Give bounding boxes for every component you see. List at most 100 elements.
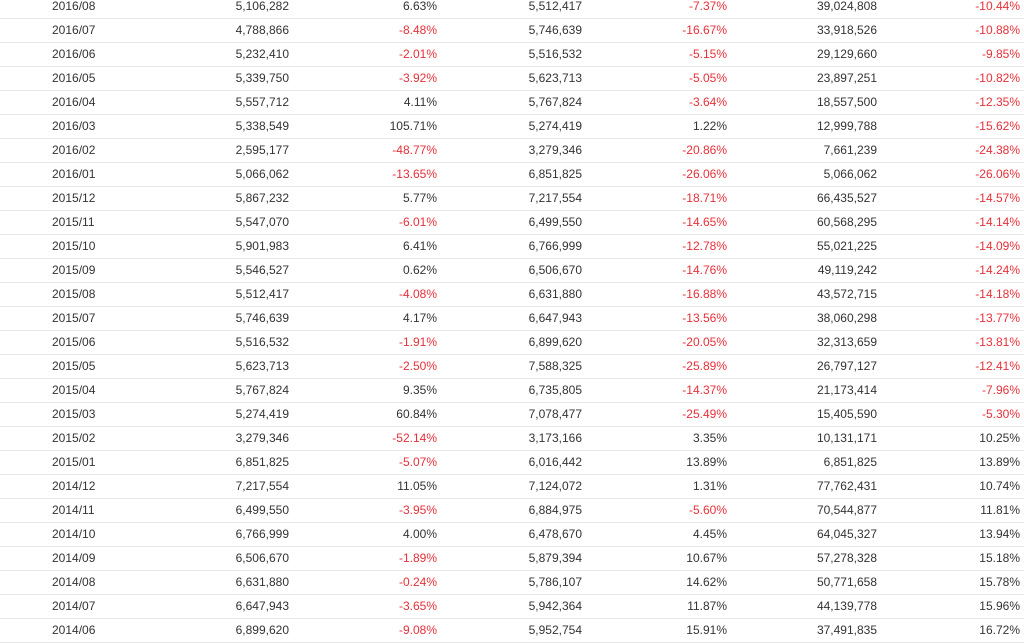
cumulative-value-cell: 39,024,808 <box>729 0 877 19</box>
value-cell: 6,499,550 <box>150 498 292 523</box>
cumulative-change-cell: 10.74% <box>877 474 1024 499</box>
month-cell: 2016/08 <box>0 0 150 19</box>
month-cell: 2014/06 <box>0 618 150 643</box>
cumulative-change-cell: 15.18% <box>877 546 1024 571</box>
yoy-change-cell: -5.05% <box>582 66 729 91</box>
cumulative-value-cell: 38,060,298 <box>729 306 877 331</box>
change-cell: 60.84% <box>292 402 441 427</box>
cumulative-change-cell: -13.81% <box>877 330 1024 355</box>
month-cell: 2015/03 <box>0 402 150 427</box>
month-cell: 2015/12 <box>0 186 150 211</box>
table-row: 2016/07 4,788,866 -8.48% 5,746,639 -16.67% 33… <box>0 18 1024 43</box>
cumulative-change-cell: -15.62% <box>877 114 1024 139</box>
value-cell: 5,232,410 <box>150 42 292 67</box>
change-cell: -8.48% <box>292 18 441 43</box>
cumulative-value-cell: 21,173,414 <box>729 378 877 403</box>
change-cell: -4.08% <box>292 282 441 307</box>
change-cell: -2.50% <box>292 354 441 379</box>
month-cell: 2015/10 <box>0 234 150 259</box>
cumulative-value-cell: 12,999,788 <box>729 114 877 139</box>
cumulative-change-cell: -24.38% <box>877 138 1024 163</box>
month-cell: 2016/01 <box>0 162 150 187</box>
month-cell: 2014/07 <box>0 594 150 619</box>
table-row: 2014/10 6,766,999 4.00% 6,478,670 4.45% 64,04… <box>0 522 1024 547</box>
month-cell: 2015/11 <box>0 210 150 235</box>
cumulative-value-cell: 29,129,660 <box>729 42 877 67</box>
cumulative-value-cell: 26,797,127 <box>729 354 877 379</box>
table-row: 2016/02 2,595,177 -48.77% 3,279,346 -20.86% 7… <box>0 138 1024 163</box>
month-cell: 2015/09 <box>0 258 150 283</box>
prior-year-value-cell: 5,512,417 <box>441 0 582 19</box>
change-cell: -3.95% <box>292 498 441 523</box>
yoy-change-cell: -25.49% <box>582 402 729 427</box>
change-cell: 4.00% <box>292 522 441 547</box>
month-cell: 2016/04 <box>0 90 150 115</box>
change-cell: 6.63% <box>292 0 441 19</box>
prior-year-value-cell: 5,274,419 <box>441 114 582 139</box>
yoy-change-cell: -26.06% <box>582 162 729 187</box>
prior-year-value-cell: 5,879,394 <box>441 546 582 571</box>
value-cell: 6,851,825 <box>150 450 292 475</box>
cumulative-value-cell: 77,762,431 <box>729 474 877 499</box>
cumulative-change-cell: 11.81% <box>877 498 1024 523</box>
yoy-change-cell: 1.22% <box>582 114 729 139</box>
yoy-change-cell: -25.89% <box>582 354 729 379</box>
change-cell: -1.89% <box>292 546 441 571</box>
prior-year-value-cell: 5,623,713 <box>441 66 582 91</box>
cumulative-value-cell: 32,313,659 <box>729 330 877 355</box>
prior-year-value-cell: 6,884,975 <box>441 498 582 523</box>
yoy-change-cell: -7.37% <box>582 0 729 19</box>
change-cell: -0.24% <box>292 570 441 595</box>
value-cell: 5,338,549 <box>150 114 292 139</box>
cumulative-change-cell: -14.57% <box>877 186 1024 211</box>
value-cell: 3,279,346 <box>150 426 292 451</box>
month-cell: 2016/07 <box>0 18 150 43</box>
value-cell: 5,546,527 <box>150 258 292 283</box>
cumulative-change-cell: 10.25% <box>877 426 1024 451</box>
month-cell: 2014/08 <box>0 570 150 595</box>
cumulative-change-cell: -26.06% <box>877 162 1024 187</box>
change-cell: 6.41% <box>292 234 441 259</box>
value-cell: 5,066,062 <box>150 162 292 187</box>
cumulative-value-cell: 55,021,225 <box>729 234 877 259</box>
value-cell: 5,516,532 <box>150 330 292 355</box>
month-cell: 2015/04 <box>0 378 150 403</box>
table-row: 2015/02 3,279,346 -52.14% 3,173,166 3.35% 10,… <box>0 426 1024 451</box>
value-cell: 5,767,824 <box>150 378 292 403</box>
yoy-change-cell: 1.31% <box>582 474 729 499</box>
cumulative-change-cell: -13.77% <box>877 306 1024 331</box>
change-cell: 4.11% <box>292 90 441 115</box>
prior-year-value-cell: 7,124,072 <box>441 474 582 499</box>
cumulative-change-cell: -10.88% <box>877 18 1024 43</box>
month-cell: 2016/03 <box>0 114 150 139</box>
month-cell: 2015/05 <box>0 354 150 379</box>
prior-year-value-cell: 5,767,824 <box>441 90 582 115</box>
change-cell: -13.65% <box>292 162 441 187</box>
yoy-change-cell: 13.89% <box>582 450 729 475</box>
prior-year-value-cell: 5,746,639 <box>441 18 582 43</box>
change-cell: -3.92% <box>292 66 441 91</box>
prior-year-value-cell: 5,942,364 <box>441 594 582 619</box>
yoy-change-cell: -16.88% <box>582 282 729 307</box>
value-cell: 6,631,880 <box>150 570 292 595</box>
prior-year-value-cell: 3,173,166 <box>441 426 582 451</box>
yoy-change-cell: -20.86% <box>582 138 729 163</box>
change-cell: 0.62% <box>292 258 441 283</box>
change-cell: 5.77% <box>292 186 441 211</box>
yoy-change-cell: 10.67% <box>582 546 729 571</box>
value-cell: 7,217,554 <box>150 474 292 499</box>
prior-year-value-cell: 6,478,670 <box>441 522 582 547</box>
table-row: 2016/01 5,066,062 -13.65% 6,851,825 -26.06% 5… <box>0 162 1024 187</box>
prior-year-value-cell: 6,899,620 <box>441 330 582 355</box>
cumulative-change-cell: -10.44% <box>877 0 1024 19</box>
month-cell: 2014/10 <box>0 522 150 547</box>
table-row: 2016/08 5,106,282 6.63% 5,512,417 -7.37% 39,0… <box>0 0 1024 19</box>
value-cell: 5,339,750 <box>150 66 292 91</box>
month-cell: 2015/02 <box>0 426 150 451</box>
yoy-change-cell: -14.37% <box>582 378 729 403</box>
table-row: 2014/09 6,506,670 -1.89% 5,879,394 10.67% 57,… <box>0 546 1024 571</box>
yoy-change-cell: 4.45% <box>582 522 729 547</box>
cumulative-value-cell: 66,435,527 <box>729 186 877 211</box>
cumulative-value-cell: 15,405,590 <box>729 402 877 427</box>
